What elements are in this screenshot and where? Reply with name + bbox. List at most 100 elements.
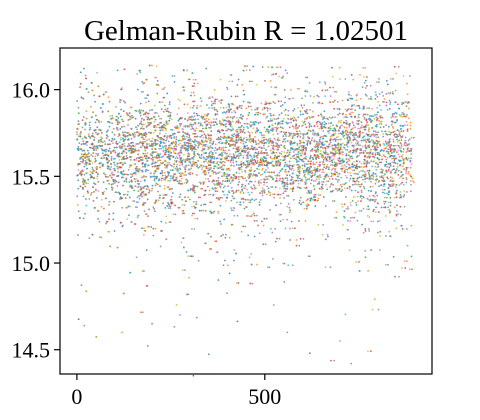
data-point [112,173,114,176]
data-point [129,142,132,145]
data-point [349,216,352,219]
data-point [130,173,132,176]
data-point [292,119,295,122]
data-point [339,132,342,135]
data-point [234,151,237,154]
data-point [207,164,210,167]
data-point [243,150,246,153]
data-point [213,108,216,111]
data-point [140,311,143,314]
data-point [382,94,385,97]
data-point [179,314,181,316]
data-point [328,158,331,161]
data-point [343,183,346,186]
data-point [88,146,91,149]
data-point [109,150,112,153]
data-point [288,131,290,134]
data-point [249,215,252,218]
data-point [353,164,356,167]
data-point [233,248,236,251]
data-point [248,80,251,83]
data-point [364,230,367,232]
data-point [367,269,370,272]
data-point [402,165,404,168]
data-point [306,76,309,79]
data-point [365,165,368,168]
data-point [224,123,227,126]
data-point [402,195,405,198]
data-point [170,195,173,198]
data-point [270,144,273,147]
data-point [133,158,136,161]
data-point [407,172,410,175]
data-point [145,154,148,157]
data-point [198,156,201,159]
data-point [365,119,368,122]
data-point [360,121,363,124]
data-point [324,205,327,207]
data-point [238,152,241,155]
data-point [255,111,258,114]
data-point [208,248,211,250]
data-point [363,76,365,78]
data-point [330,175,333,178]
data-point [394,186,397,189]
data-point [152,206,155,209]
data-point [241,183,244,186]
data-point [338,188,341,190]
data-point [355,105,358,107]
data-point [401,267,403,269]
data-point [375,198,377,201]
data-point [221,196,224,199]
data-point [186,112,189,114]
data-point [362,66,365,69]
data-point [302,237,305,240]
data-point [166,156,169,158]
data-point [185,182,188,184]
data-point [326,188,329,191]
data-point [114,106,117,108]
data-point [90,170,92,173]
data-point [298,220,300,222]
data-point [137,134,140,137]
data-point [385,93,388,95]
data-point [286,181,288,184]
data-point [401,157,404,160]
data-point [220,183,223,186]
data-point [247,176,249,178]
data-point [385,124,388,127]
data-point [407,139,410,142]
data-point [368,127,370,129]
data-point [252,148,255,151]
data-point [116,127,119,129]
data-point [172,150,175,153]
data-point [77,174,79,176]
data-point [390,123,393,126]
data-point [269,107,272,110]
data-point [191,214,193,217]
data-point [370,177,372,180]
data-point [195,173,198,176]
data-point [295,130,298,133]
data-point [304,151,307,153]
data-point [303,153,306,156]
data-point [247,163,249,166]
data-point [365,132,368,135]
data-point [312,110,314,113]
data-point [319,138,321,141]
data-point [334,140,337,142]
data-point [208,151,211,154]
data-point [225,233,227,236]
data-point [393,159,396,162]
data-point [86,153,89,156]
data-point [212,121,215,124]
data-point [162,146,164,149]
data-point [191,172,194,175]
data-point [83,173,86,176]
data-point [376,113,378,116]
data-point [375,175,378,177]
data-point [214,143,217,146]
data-point [146,215,149,218]
data-point [263,126,266,129]
data-point [267,167,269,169]
